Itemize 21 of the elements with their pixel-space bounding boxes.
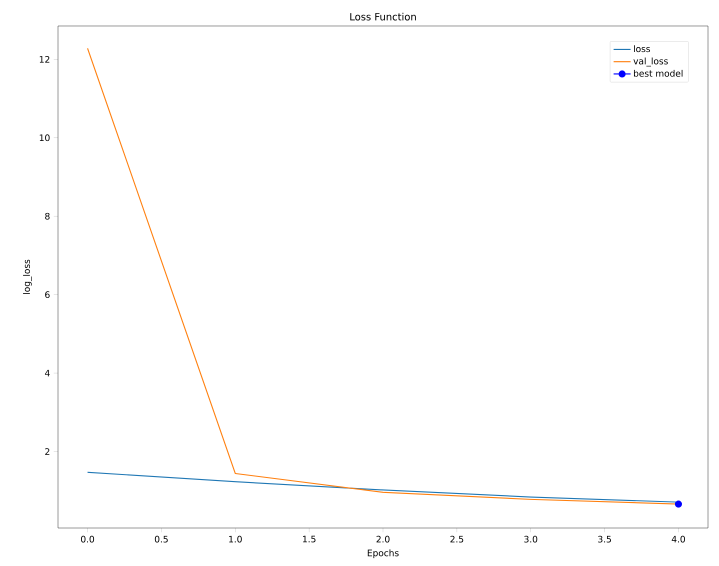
x-tick-label: 4.0 — [672, 536, 685, 543]
chart-title: Loss Function — [350, 12, 416, 20]
x-tick-label: 1.5 — [302, 536, 316, 542]
x-tick-label: 0.0 — [81, 536, 94, 543]
x-axis-title: Epochs — [368, 549, 399, 558]
x-tick-label: 0.5 — [154, 536, 168, 543]
x-tick-label: 1.0 — [229, 536, 242, 543]
y-tick-label: 10 — [40, 134, 50, 142]
legend-label: val_loss — [633, 58, 668, 66]
x-tick-label: 3.5 — [598, 536, 611, 543]
y-tick-label: 8 — [45, 212, 50, 220]
y-tick-label: 2 — [45, 448, 50, 455]
y-axis-title: log_loss — [23, 260, 32, 294]
y-tick-label: 12 — [40, 56, 50, 63]
legend-label: loss — [634, 45, 650, 52]
x-tick-label: 3.0 — [524, 536, 538, 543]
y-tick-label: 4 — [44, 370, 50, 376]
y-tick-label: 6 — [45, 291, 50, 298]
x-tick-label: 2.5 — [450, 536, 464, 543]
legend-label: best model — [634, 70, 682, 77]
x-tick-label: 2.0 — [376, 536, 390, 543]
